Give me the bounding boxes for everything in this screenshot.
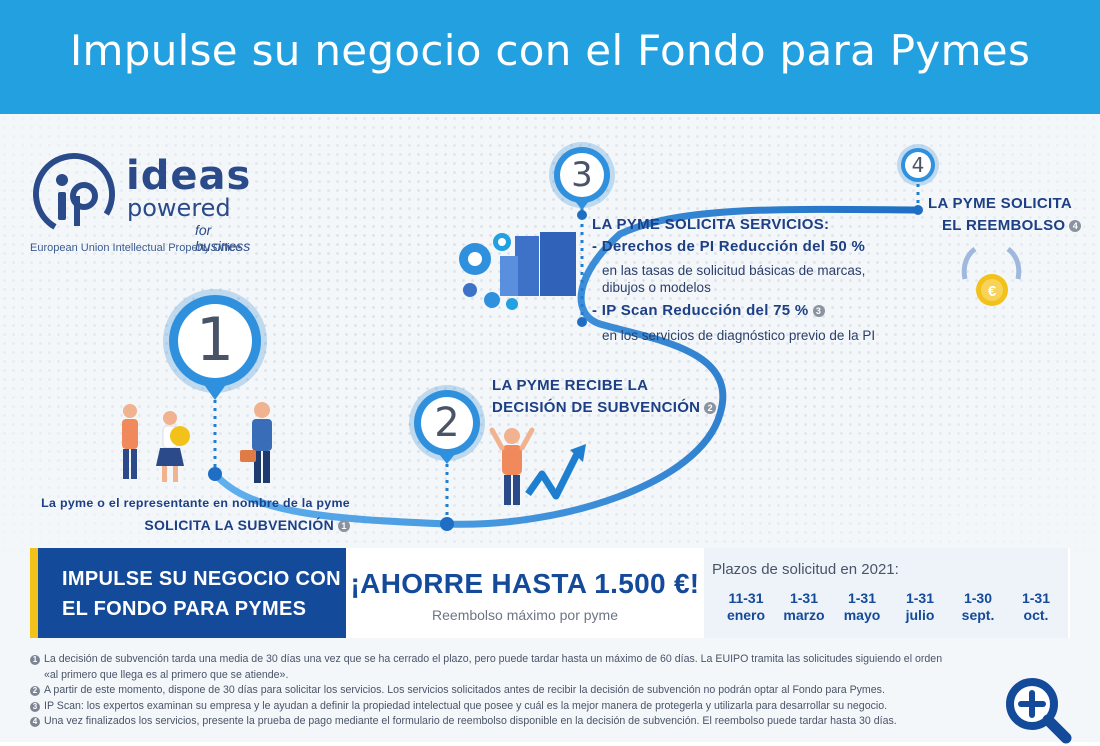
step-3-number: 3 xyxy=(571,155,593,195)
step-2-label-line1: LA PYME RECIBE LA xyxy=(492,377,649,394)
footnote: 1 La decisión de subvención tarda una med… xyxy=(30,652,1070,668)
banner-left-box: IMPULSE SU NEGOCIO CON EL FONDO PARA PYM… xyxy=(30,548,346,638)
plazo-date: 1-31 julio xyxy=(905,590,935,623)
zoom-in-icon[interactable] xyxy=(1002,674,1074,746)
note-badge: 4 xyxy=(1069,220,1082,233)
logo-mark-icon xyxy=(33,153,116,235)
step-2-number: 2 xyxy=(434,400,460,446)
step-2-pin xyxy=(409,385,485,464)
plazos-dates: 11-31 enero 1-31 marzo 1-31 mayo 1-31 julio … xyxy=(718,590,1062,630)
logo-euipo: European Union Intellectual Property Off… xyxy=(30,242,242,254)
footnote-continuation: «al primero que llega es al primero que … xyxy=(44,668,289,681)
logo-ideas: ideas xyxy=(126,153,252,199)
note-badge: 2 xyxy=(704,402,717,415)
save-title: ¡AHORRE HASTA 1.500 €! xyxy=(350,568,700,599)
plazo-date: 1-31 mayo xyxy=(843,590,881,623)
people-icon xyxy=(122,402,272,483)
footnote: 3 IP Scan: los expertos examinan su empre… xyxy=(30,699,1070,715)
plazo-date: 1-30 sept. xyxy=(961,590,995,623)
page-title: Impulse su negocio con el Fondo para Pym… xyxy=(69,26,1031,75)
plazos-title: Plazos de solicitud en 2021: xyxy=(712,561,899,578)
plazo-date: 11-31 enero xyxy=(726,590,766,623)
step-1-label-line2: SOLICITA LA SUBVENCIÓN 1 xyxy=(30,515,350,536)
infographic: € 1 2 3 4 ideas powered for business Eur… xyxy=(0,114,1100,742)
step-2-label-line2: DECISIÓN DE SUBVENCIÓN 2 xyxy=(492,397,717,418)
journey-path: € xyxy=(122,142,1022,531)
euro-coin-icon: € xyxy=(961,246,1022,306)
banner-left-line1: IMPULSE SU NEGOCIO CON xyxy=(62,568,341,590)
step-1-label-line1: La pyme o el representante en nombre de … xyxy=(41,496,350,510)
step-4-label-line1: LA PYME SOLICITA xyxy=(928,195,1072,212)
growth-arrow-icon xyxy=(489,427,586,505)
svg-text:€: € xyxy=(988,283,997,300)
step-3-item2-title: - IP Scan Reducción del 75 % 3 xyxy=(592,300,825,321)
step-4-number: 4 xyxy=(911,153,925,177)
save-subtitle: Reembolso máximo por pyme xyxy=(432,607,618,623)
plazo-date: 1-31 marzo xyxy=(783,590,825,623)
step-1-number: 1 xyxy=(195,305,235,375)
step-4-pin xyxy=(897,144,939,186)
ideas-powered-logo: ideas powered for business European Unio… xyxy=(30,150,270,260)
step-1-pin xyxy=(163,289,267,400)
step-3-title: LA PYME SOLICITA SERVICIOS: xyxy=(592,216,830,233)
footnotes: 1 La decisión de subvención tarda una med… xyxy=(30,652,1070,730)
footnote: 4 Una vez finalizados los servicios, pres… xyxy=(30,714,1070,730)
step-3-item1-title: - Derechos de PI Reducción del 50 % xyxy=(592,238,866,255)
step-3-item2-sub: en los servicios de diagnóstico previo d… xyxy=(602,328,876,343)
step-3-item1-sub1: en las tasas de solicitud básicas de mar… xyxy=(602,263,866,278)
note-badge: 1 xyxy=(338,520,350,533)
note-badge: 3 xyxy=(812,305,825,318)
step-4-label-line2: EL REEMBOLSO 4 xyxy=(942,215,1082,236)
logo-for-business: for business xyxy=(195,222,251,254)
banner-left-line2: EL FONDO PARA PYMES xyxy=(62,598,307,620)
logo-powered: powered xyxy=(127,194,231,222)
gears-buildings-icon xyxy=(459,232,576,310)
plazo-date: 1-31 oct. xyxy=(1021,590,1051,623)
page-header: Impulse su negocio con el Fondo para Pym… xyxy=(0,0,1100,114)
plazos-box: Plazos de solicitud en 2021: 11-31 enero … xyxy=(704,548,1068,638)
step-3-pin xyxy=(549,142,615,210)
banner-save-box: ¡AHORRE HASTA 1.500 €! Reembolso máximo … xyxy=(346,548,704,638)
step-3-item1-sub2: dibujos o modelos xyxy=(602,280,711,295)
